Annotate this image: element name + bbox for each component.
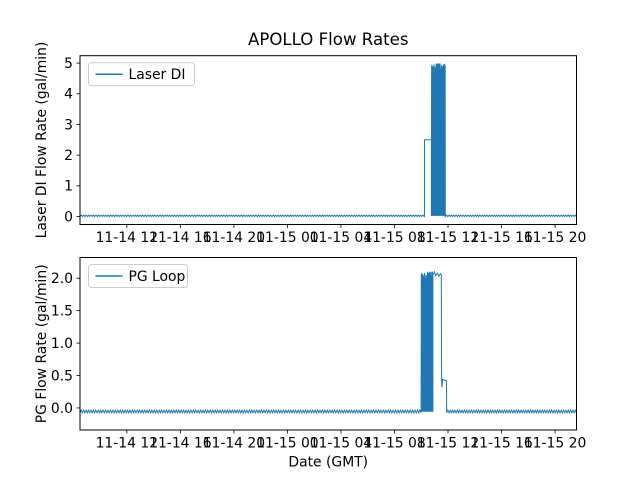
x-tick-label: 11-15 04	[310, 436, 373, 452]
x-tick-label: 11-14 12	[96, 230, 158, 246]
x-axis-label: Date (GMT)	[288, 455, 368, 471]
y-axis-label-top: Laser DI Flow Rate (gal/min)	[34, 42, 50, 239]
x-tick-label: 11-14 12	[96, 436, 158, 452]
x-tick-label: 11-15 04	[310, 230, 373, 246]
x-tick-label: 11-14 20	[203, 436, 265, 452]
y-tick-label: 4	[64, 87, 73, 103]
x-tick-label: 11-15 20	[524, 230, 586, 246]
y-axis-label-bottom: PG Flow Rate (gal/min)	[34, 264, 50, 423]
y-tick-label: 0.0	[51, 401, 73, 417]
y-tick-label: 1.0	[51, 336, 73, 352]
x-tick-label: 11-15 12	[417, 230, 479, 246]
x-tick-label: 11-15 12	[417, 436, 479, 452]
series-line-laser-di	[79, 63, 577, 218]
x-tick-label: 11-14 16	[149, 230, 211, 246]
y-tick-label: 5	[64, 56, 73, 72]
x-tick-label: 11-15 00	[256, 230, 318, 246]
x-tick-label: 11-15 16	[470, 436, 532, 452]
y-tick-label: 0	[64, 209, 73, 225]
y-tick-label: 2	[64, 148, 73, 164]
legend	[88, 264, 188, 288]
y-tick-label: 2.0	[51, 271, 73, 287]
x-tick-label: 11-14 20	[203, 230, 265, 246]
y-tick-label: 1	[64, 179, 73, 195]
y-tick-label: 3	[64, 117, 73, 133]
plot-frame	[79, 257, 577, 431]
x-tick-label: 11-15 08	[363, 230, 425, 246]
x-tick-label: 11-15 16	[470, 230, 532, 246]
x-tick-label: 11-15 00	[256, 436, 318, 452]
legend-label: Laser DI	[129, 67, 186, 83]
chart-title: APOLLO Flow Rates	[248, 30, 409, 49]
legend-label: PG Loop	[129, 269, 186, 285]
x-tick-label: 11-14 16	[149, 436, 211, 452]
legend	[88, 62, 195, 87]
x-tick-label: 11-15 20	[524, 436, 586, 452]
series-line-pg-loop	[79, 270, 577, 415]
y-tick-label: 0.5	[51, 368, 73, 384]
y-tick-label: 1.5	[51, 304, 73, 320]
x-tick-label: 11-15 08	[363, 436, 425, 452]
plot-frame	[79, 55, 577, 226]
